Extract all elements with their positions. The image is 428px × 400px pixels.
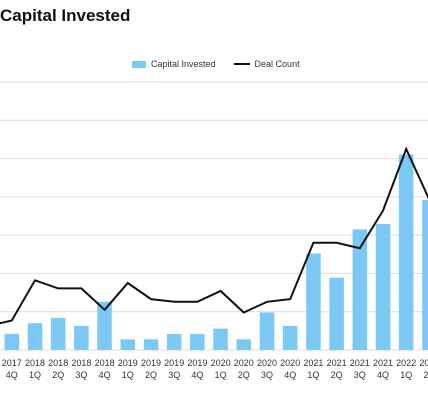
bar bbox=[4, 333, 19, 350]
bar bbox=[166, 333, 182, 350]
legend-item-capital: Capital Invested bbox=[132, 59, 216, 69]
bar bbox=[74, 325, 89, 350]
legend-label-deals: Deal Count bbox=[254, 59, 300, 69]
x-tick-year: 2021 bbox=[350, 358, 370, 368]
x-tick-year: 2021 bbox=[303, 358, 323, 368]
x-tick-year: 2021 bbox=[373, 358, 393, 368]
x-tick-quarter: 2Q bbox=[145, 370, 157, 380]
bar bbox=[352, 229, 368, 350]
bar bbox=[375, 224, 391, 350]
bar bbox=[398, 154, 414, 350]
bar bbox=[213, 328, 228, 350]
bar bbox=[120, 339, 135, 350]
x-tick-quarter: 1Q bbox=[307, 370, 319, 380]
bar bbox=[306, 253, 321, 350]
bar bbox=[27, 323, 43, 350]
legend-label-capital: Capital Invested bbox=[151, 59, 216, 69]
bar bbox=[190, 333, 205, 350]
x-tick-year: 2020 bbox=[234, 358, 254, 368]
x-tick-year: 2020 bbox=[211, 358, 231, 368]
x-tick-year: 2019 bbox=[141, 358, 161, 368]
x-tick-year: 2022 bbox=[396, 358, 416, 368]
x-tick-quarter: 4Q bbox=[6, 370, 18, 380]
x-tick-quarter: 4Q bbox=[191, 370, 203, 380]
x-tick-year: 2018 bbox=[95, 358, 115, 368]
x-tick-quarter: 3Q bbox=[168, 370, 180, 380]
bar bbox=[259, 312, 275, 350]
x-tick-year: 2019 bbox=[187, 358, 207, 368]
x-tick-quarter: 4Q bbox=[284, 370, 296, 380]
legend-swatch-deals bbox=[233, 63, 250, 65]
x-tick-year: 2019 bbox=[164, 358, 184, 368]
bar bbox=[422, 199, 428, 350]
x-tick-year: 2021 bbox=[327, 358, 347, 368]
bar bbox=[97, 301, 112, 350]
x-tick-quarter: 1Q bbox=[122, 370, 134, 380]
x-tick-quarter: 3Q bbox=[261, 370, 273, 380]
x-tick-quarter: 2Q bbox=[423, 370, 428, 380]
chart-legend: Capital Invested Deal Count bbox=[132, 57, 318, 71]
x-tick-year: 2020 bbox=[257, 358, 277, 368]
x-tick-year: 2018 bbox=[25, 358, 45, 368]
bar bbox=[236, 339, 251, 350]
x-tick-quarter: 2Q bbox=[238, 370, 250, 380]
x-tick-quarter: 3Q bbox=[75, 370, 87, 380]
legend-item-deals: Deal Count bbox=[233, 59, 300, 69]
x-tick-quarter: 4Q bbox=[99, 370, 111, 380]
bar bbox=[143, 339, 159, 350]
bar bbox=[282, 325, 298, 350]
x-tick-quarter: 1Q bbox=[400, 370, 412, 380]
x-tick-quarter: 2Q bbox=[52, 370, 64, 380]
x-tick-year: 2018 bbox=[71, 358, 91, 368]
x-tick-year: 2017 bbox=[2, 358, 22, 368]
x-tick-year: 2022 bbox=[419, 358, 428, 368]
x-tick-year: 2018 bbox=[48, 358, 68, 368]
bar bbox=[329, 277, 344, 350]
x-tick-quarter: 3Q bbox=[354, 370, 366, 380]
x-tick-quarter: 4Q bbox=[377, 370, 389, 380]
x-tick-quarter: 1Q bbox=[215, 370, 227, 380]
legend-swatch-capital bbox=[132, 60, 146, 68]
x-tick-quarter: 1Q bbox=[29, 370, 41, 380]
x-tick-year: 2019 bbox=[118, 358, 138, 368]
bar bbox=[50, 317, 66, 350]
x-tick-year: 2020 bbox=[280, 358, 300, 368]
chart-title: Capital Invested bbox=[0, 6, 131, 25]
x-tick-quarter: 2Q bbox=[331, 370, 343, 380]
